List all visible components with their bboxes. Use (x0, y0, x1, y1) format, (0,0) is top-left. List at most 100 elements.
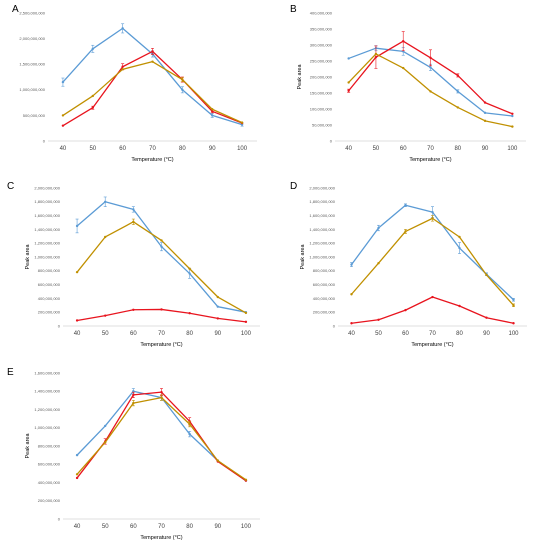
y-axis-label: Peak area (25, 244, 31, 270)
data-point (132, 220, 135, 224)
data-point (104, 200, 107, 203)
data-point (456, 106, 459, 109)
data-point (188, 422, 191, 426)
data-point (121, 68, 124, 71)
data-point (160, 239, 163, 242)
data-point (404, 230, 407, 233)
y-tick-label: 400,000,000 (310, 10, 333, 15)
y-tick-label: 1,400,000,000 (34, 389, 60, 394)
data-point (404, 204, 407, 207)
y-tick-label: 800,000,000 (38, 443, 61, 448)
x-tick-label: 50 (375, 331, 382, 337)
y-tick-label: 600,000,000 (38, 462, 61, 467)
x-tick-label: 80 (454, 146, 461, 152)
y-tick-label: 1,200,000,000 (309, 241, 335, 246)
series-line (76, 308, 247, 323)
y-tick-label: 2,500,000,000 (19, 10, 45, 15)
x-tick-label: 90 (209, 146, 216, 152)
data-point (404, 308, 407, 312)
data-point (104, 441, 107, 444)
x-tick-label: 70 (427, 146, 434, 152)
data-point (512, 304, 515, 307)
data-point (216, 459, 219, 462)
data-point (75, 473, 79, 476)
series-red (75, 308, 248, 324)
y-tick-label: 1,400,000,000 (309, 227, 335, 232)
data-point (181, 78, 184, 81)
x-tick-label: 50 (89, 146, 96, 152)
data-point (132, 208, 135, 211)
x-tick-label: 50 (102, 331, 109, 337)
y-tick-label: 300,000,000 (310, 42, 333, 47)
x-tick-label: 60 (130, 331, 137, 337)
panel-letter: D (290, 181, 298, 192)
data-point (429, 66, 432, 69)
y-tick-label: 0 (43, 138, 46, 143)
y-tick-label: 1,000,000,000 (34, 425, 60, 430)
panel-b: B 0 50,000,000 100,000,000 150,000,000 200,0… (290, 4, 542, 170)
data-point (485, 316, 488, 319)
x-tick-label: 50 (102, 524, 109, 530)
x-tick-label: 80 (186, 331, 193, 337)
data-point (211, 114, 214, 117)
x-tick-label: 40 (345, 146, 352, 152)
y-tick-label: 0 (333, 323, 336, 328)
data-point (160, 390, 163, 394)
data-point (244, 478, 248, 481)
x-axis-label: Temperature (°C) (140, 535, 182, 541)
data-point (121, 65, 124, 68)
data-point (151, 50, 154, 53)
data-point (151, 60, 154, 63)
data-point (160, 245, 163, 248)
data-point (75, 224, 79, 228)
y-tick-label: 1,600,000,000 (34, 213, 60, 218)
y-tick-label: 0 (330, 138, 333, 143)
data-point (458, 246, 461, 250)
y-tick-label: 600,000,000 (38, 282, 61, 287)
y-tick-label: 400,000,000 (38, 480, 61, 485)
data-point (216, 317, 219, 320)
panel-e: E 0 200,000,000 400,000,000 600,000,000 800,… (7, 367, 270, 541)
data-point (216, 305, 219, 308)
data-point (511, 114, 514, 118)
y-tick-label: 50,000,000 (312, 122, 333, 127)
series-red (350, 295, 515, 325)
data-point (350, 322, 353, 325)
y-tick-label: 1,200,000,000 (34, 407, 60, 412)
data-point (429, 90, 432, 93)
y-tick-label: 2,000,000,000 (34, 185, 60, 190)
data-point (181, 88, 184, 92)
y-tick-label: 1,000,000,000 (19, 87, 45, 92)
y-tick-label: 800,000,000 (313, 268, 336, 273)
y-tick-label: 400,000,000 (313, 296, 336, 301)
y-tick-label: 200,000,000 (38, 310, 61, 315)
x-tick-label: 70 (429, 331, 436, 337)
data-point (512, 322, 515, 325)
x-tick-label: 40 (348, 331, 355, 337)
data-point (104, 424, 107, 428)
data-point (483, 111, 487, 115)
panel-letter: C (7, 181, 15, 192)
data-point (61, 124, 65, 127)
data-point (160, 396, 163, 399)
y-tick-label: 1,200,000,000 (34, 241, 60, 246)
data-point (216, 295, 219, 299)
x-tick-label: 100 (241, 524, 252, 530)
panel-c: C 0 200,000,000 400,000,000 600,000,000 800,… (7, 181, 270, 348)
x-tick-label: 40 (60, 146, 67, 152)
panel-a: A 0 500,000,000 1,000,000,000 1,500,000,000… (12, 4, 273, 170)
y-tick-label: 250,000,000 (310, 58, 333, 63)
series-red (347, 31, 514, 116)
data-point (104, 314, 107, 317)
data-point (132, 393, 135, 397)
y-tick-label: 0 (58, 516, 61, 521)
x-tick-label: 70 (158, 524, 165, 530)
data-point (104, 235, 107, 239)
data-point (61, 114, 65, 117)
data-point (61, 80, 65, 84)
x-tick-label: 70 (149, 146, 156, 152)
y-tick-label: 100,000,000 (310, 106, 333, 111)
data-point (402, 66, 405, 70)
data-point (91, 94, 94, 98)
y-tick-label: 200,000,000 (313, 310, 336, 315)
